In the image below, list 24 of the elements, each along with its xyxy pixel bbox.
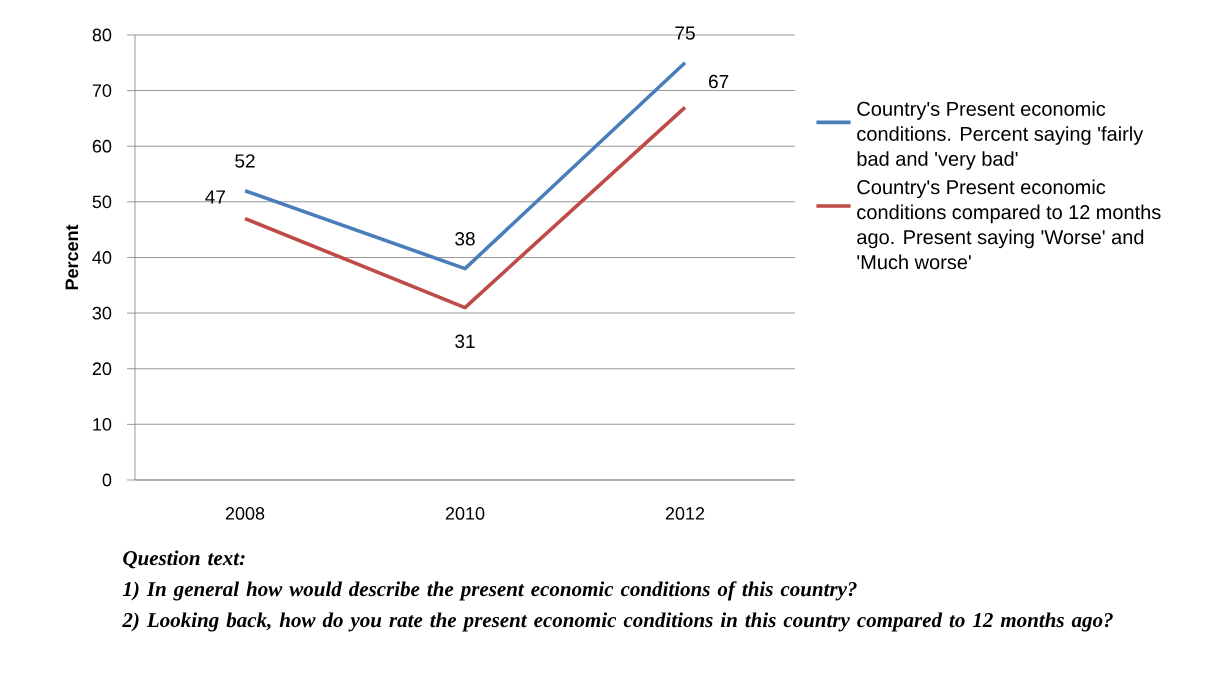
y-tick-label: 80 (92, 28, 112, 42)
data-label: 47 (205, 190, 225, 204)
y-tick-label: 40 (92, 251, 112, 264)
y-tick-label: 20 (92, 362, 112, 376)
x-tick-label: 2012 (665, 507, 705, 520)
text: 1) In general how would describe the present economic conditions of this country? (122, 581, 857, 601)
legend-label: Country's Present economic conditions compared to 12 months ago. Present saying 'Worse' and 'Much worse' (857, 179, 1161, 270)
y-axis-title: Percent (65, 224, 79, 290)
y-tick-label: 60 (92, 139, 112, 153)
data-label: 67 (709, 74, 729, 89)
y-tick-label: 0 (102, 473, 112, 487)
legend-label: Country's Present economic conditions. Percent saying 'fairly bad and 'very bad' (857, 101, 1144, 170)
text: 2) Looking back, how do you rate the present economic conditions in this country compared to 12 months ago? (122, 612, 1113, 632)
y-tick-label: 50 (92, 195, 112, 209)
data-label: 52 (235, 154, 255, 168)
text: Question text: (123, 550, 245, 569)
data-label: 38 (455, 232, 475, 246)
y-tick-label: 10 (93, 417, 112, 431)
y-tick-label: 30 (92, 306, 112, 320)
y-tick-label: 70 (92, 84, 112, 97)
data-label: 75 (675, 26, 695, 40)
x-tick-label: 2008 (225, 507, 265, 520)
data-label: 31 (455, 334, 475, 349)
x-tick-label: 2010 (445, 507, 485, 520)
